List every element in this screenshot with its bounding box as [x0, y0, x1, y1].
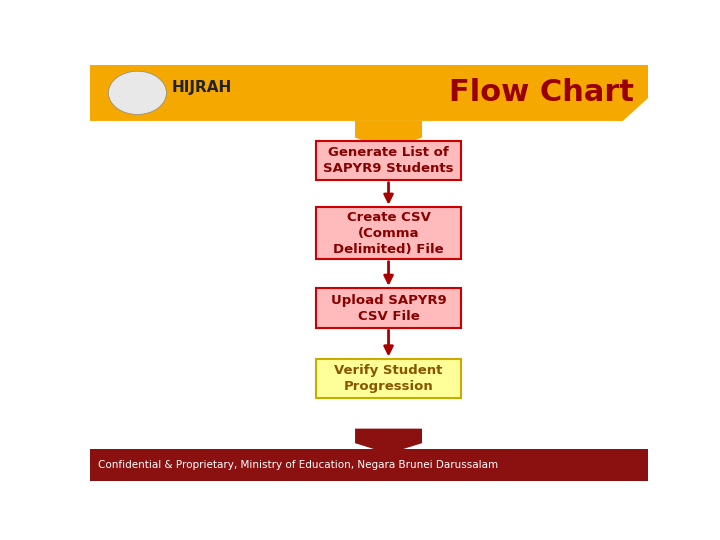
Circle shape — [109, 71, 166, 114]
Text: Generate List of
SAPYR9 Students: Generate List of SAPYR9 Students — [323, 146, 454, 175]
Bar — [90, 449, 648, 481]
FancyBboxPatch shape — [316, 141, 461, 180]
Polygon shape — [355, 429, 422, 454]
Text: HIJRAH: HIJRAH — [172, 80, 233, 96]
Text: Upload SAPYR9
CSV File: Upload SAPYR9 CSV File — [330, 294, 446, 322]
FancyBboxPatch shape — [316, 359, 461, 399]
Text: Confidential & Proprietary, Ministry of Education, Negara Brunei Darussalam: Confidential & Proprietary, Ministry of … — [99, 460, 498, 470]
Polygon shape — [90, 65, 648, 121]
FancyBboxPatch shape — [316, 288, 461, 328]
Text: Flow Chart: Flow Chart — [449, 78, 634, 107]
FancyBboxPatch shape — [316, 207, 461, 259]
Text: Verify Student
Progression: Verify Student Progression — [334, 364, 443, 393]
Text: Create CSV
(Comma
Delimited) File: Create CSV (Comma Delimited) File — [333, 211, 444, 256]
Polygon shape — [355, 121, 422, 150]
